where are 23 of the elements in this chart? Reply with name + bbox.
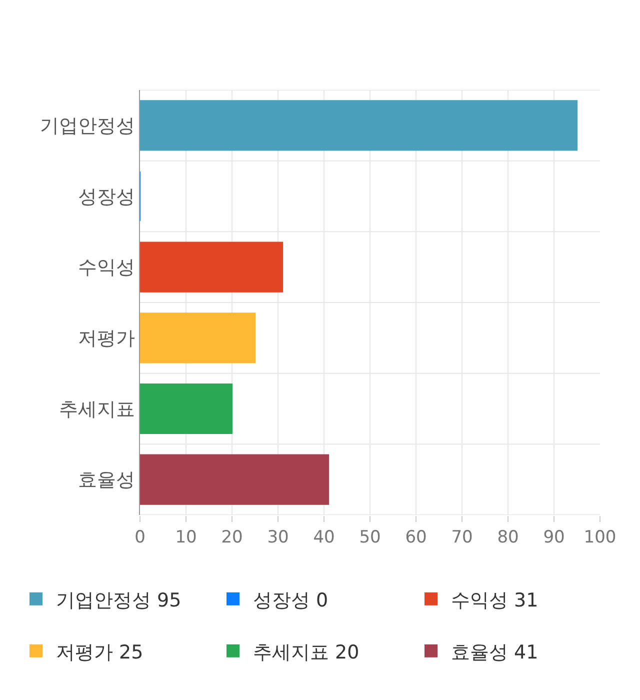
legend-label: 수익성 31 xyxy=(451,589,538,612)
x-tick-label: 100 xyxy=(584,527,616,548)
y-tick-label: 성장성 xyxy=(78,186,136,208)
y-tick-label: 저평가 xyxy=(78,328,136,350)
y-tick-label: 수익성 xyxy=(78,256,136,279)
x-tick-label: 70 xyxy=(451,527,473,548)
x-tick-label: 60 xyxy=(405,527,427,548)
legend-label: 추세지표 20 xyxy=(253,641,360,664)
x-tick-label: 10 xyxy=(175,527,197,548)
y-tick-label: 효율성 xyxy=(78,469,136,492)
y-tick-label: 추세지표 xyxy=(59,398,136,420)
x-tick-label: 90 xyxy=(543,527,565,548)
x-tick-label: 50 xyxy=(359,527,381,548)
x-tick-label: 0 xyxy=(134,527,146,548)
x-tick-label: 80 xyxy=(497,527,519,548)
x-tick-label: 20 xyxy=(221,527,243,548)
legend-label: 효율성 41 xyxy=(451,641,538,664)
y-tick-label: 기업안정성 xyxy=(40,115,136,138)
legend-label: 성장성 0 xyxy=(253,589,328,612)
legend-label: 기업안정성 95 xyxy=(56,589,182,612)
x-tick-label: 30 xyxy=(267,527,289,548)
x-tick-label: 40 xyxy=(313,527,335,548)
legend-label: 저평가 25 xyxy=(56,641,144,664)
